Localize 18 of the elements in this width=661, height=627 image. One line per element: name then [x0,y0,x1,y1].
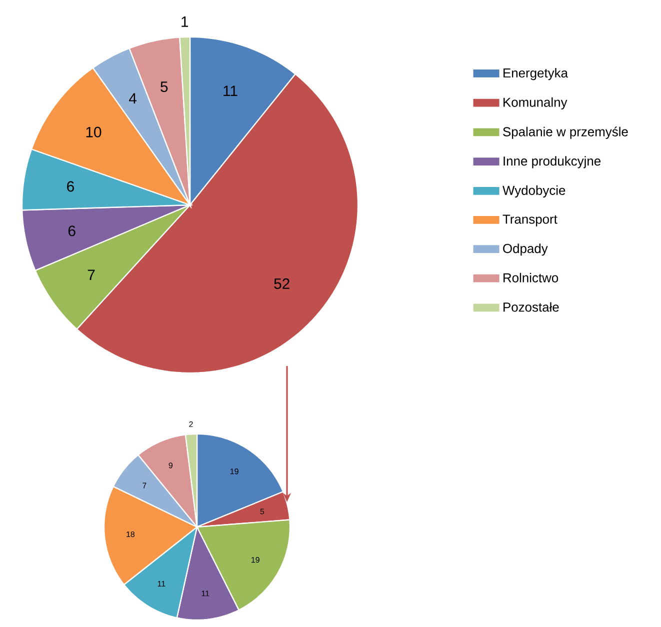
data-label: 5 [160,82,168,92]
legend-label: Komunalny [504,97,568,110]
data-label: 6 [68,226,76,236]
data-label: 10 [86,126,102,138]
data-label: 7 [88,270,95,280]
data-label: 4 [128,93,137,104]
legend-label: Transport [502,214,558,226]
data-label: 6 [67,181,74,192]
data-label: 11 [224,86,238,96]
data-label: 52 [274,278,290,289]
legend-label: Rolnictwo [504,272,558,282]
legend-label: Wydobycie [502,185,566,198]
legend-label: Odpady [503,244,548,256]
legend-label: Pozostałe [504,302,559,312]
legend-label: Inne produkcyjne [504,156,601,168]
legend-label: Energetyka [504,68,568,80]
legend-label: Spalanie w przemyśle [503,126,628,139]
data-label: 1 [182,16,188,27]
